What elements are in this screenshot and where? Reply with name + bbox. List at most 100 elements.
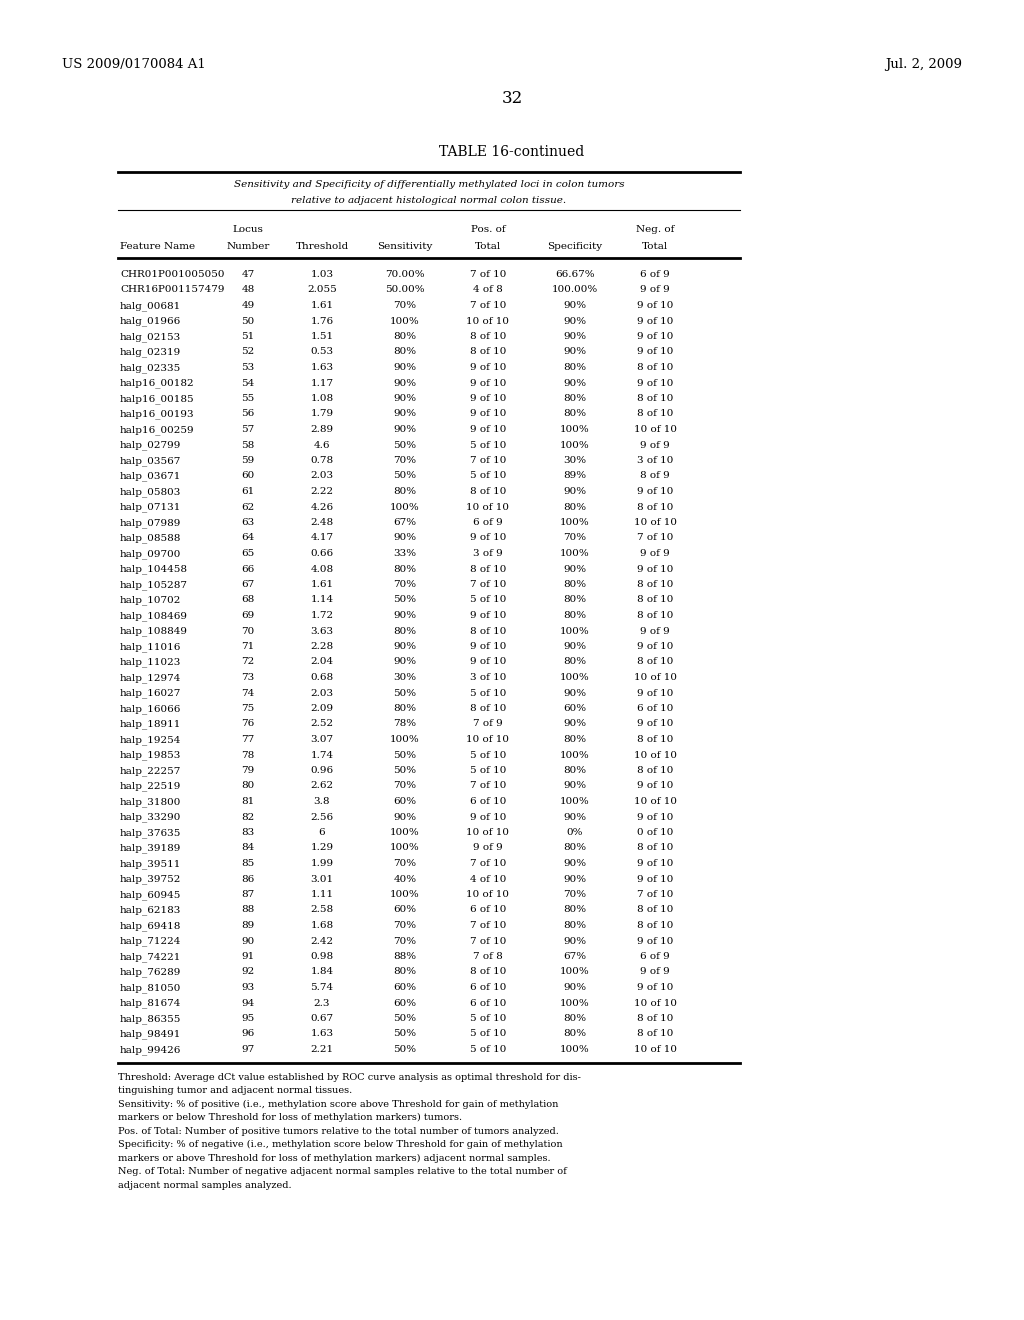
- Text: 90%: 90%: [563, 333, 587, 341]
- Text: CHR16P001157479: CHR16P001157479: [120, 285, 224, 294]
- Text: 60%: 60%: [563, 704, 587, 713]
- Text: 90%: 90%: [393, 657, 417, 667]
- Text: CHR01P001005050: CHR01P001005050: [120, 271, 224, 279]
- Text: 7 of 10: 7 of 10: [637, 533, 673, 543]
- Text: 60%: 60%: [393, 998, 417, 1007]
- Text: 8 of 10: 8 of 10: [637, 843, 673, 853]
- Text: 32: 32: [502, 90, 522, 107]
- Text: 70%: 70%: [393, 579, 417, 589]
- Text: Sensitivity: % of positive (i.e., methylation score above Threshold for gain of : Sensitivity: % of positive (i.e., methyl…: [118, 1100, 558, 1109]
- Text: 80%: 80%: [563, 393, 587, 403]
- Text: halp_22257: halp_22257: [120, 766, 181, 776]
- Text: 70.00%: 70.00%: [385, 271, 425, 279]
- Text: 10 of 10: 10 of 10: [467, 735, 510, 744]
- Text: 90%: 90%: [563, 936, 587, 945]
- Text: 9 of 10: 9 of 10: [470, 409, 506, 418]
- Text: 82: 82: [242, 813, 255, 821]
- Text: 9 of 10: 9 of 10: [637, 565, 673, 573]
- Text: 8 of 10: 8 of 10: [637, 595, 673, 605]
- Text: halp_39752: halp_39752: [120, 874, 181, 884]
- Text: 47: 47: [242, 271, 255, 279]
- Text: 90%: 90%: [563, 813, 587, 821]
- Text: 62: 62: [242, 503, 255, 511]
- Text: 9 of 10: 9 of 10: [637, 487, 673, 496]
- Text: 90%: 90%: [563, 983, 587, 993]
- Text: halp16_00182: halp16_00182: [120, 379, 195, 388]
- Text: 90%: 90%: [563, 781, 587, 791]
- Text: 10 of 10: 10 of 10: [467, 317, 510, 326]
- Text: 30%: 30%: [563, 455, 587, 465]
- Text: 80%: 80%: [393, 627, 417, 635]
- Text: 1.03: 1.03: [310, 271, 334, 279]
- Text: 78: 78: [242, 751, 255, 759]
- Text: 100%: 100%: [390, 735, 420, 744]
- Text: 6 of 9: 6 of 9: [640, 952, 670, 961]
- Text: 2.62: 2.62: [310, 781, 334, 791]
- Text: halp_99426: halp_99426: [120, 1045, 181, 1055]
- Text: 9 of 10: 9 of 10: [637, 719, 673, 729]
- Text: 88: 88: [242, 906, 255, 915]
- Text: 80%: 80%: [393, 565, 417, 573]
- Text: 10 of 10: 10 of 10: [467, 890, 510, 899]
- Text: 2.48: 2.48: [310, 517, 334, 527]
- Text: 5 of 10: 5 of 10: [470, 766, 506, 775]
- Text: 100%: 100%: [560, 517, 590, 527]
- Text: 5 of 10: 5 of 10: [470, 1045, 506, 1053]
- Text: 52: 52: [242, 347, 255, 356]
- Text: 10 of 10: 10 of 10: [634, 517, 677, 527]
- Text: 90%: 90%: [563, 487, 587, 496]
- Text: 30%: 30%: [393, 673, 417, 682]
- Text: 9 of 10: 9 of 10: [470, 533, 506, 543]
- Text: 50%: 50%: [393, 595, 417, 605]
- Text: 50%: 50%: [393, 751, 417, 759]
- Text: 8 of 10: 8 of 10: [637, 735, 673, 744]
- Text: 1.11: 1.11: [310, 890, 334, 899]
- Text: halp_16066: halp_16066: [120, 704, 181, 714]
- Text: 70%: 70%: [393, 921, 417, 931]
- Text: 94: 94: [242, 998, 255, 1007]
- Text: 10 of 10: 10 of 10: [634, 998, 677, 1007]
- Text: 7 of 8: 7 of 8: [473, 952, 503, 961]
- Text: 90%: 90%: [563, 859, 587, 869]
- Text: Neg. of: Neg. of: [636, 224, 674, 234]
- Text: 100%: 100%: [560, 751, 590, 759]
- Text: 9 of 10: 9 of 10: [637, 642, 673, 651]
- Text: 73: 73: [242, 673, 255, 682]
- Text: halp_69418: halp_69418: [120, 921, 181, 931]
- Text: 80%: 80%: [393, 968, 417, 977]
- Text: 88%: 88%: [393, 952, 417, 961]
- Text: halp_11016: halp_11016: [120, 642, 181, 652]
- Text: Jul. 2, 2009: Jul. 2, 2009: [885, 58, 962, 71]
- Text: halp_12974: halp_12974: [120, 673, 181, 682]
- Text: 2.22: 2.22: [310, 487, 334, 496]
- Text: 1.17: 1.17: [310, 379, 334, 388]
- Text: relative to adjacent histological normal colon tissue.: relative to adjacent histological normal…: [292, 195, 566, 205]
- Text: 2.56: 2.56: [310, 813, 334, 821]
- Text: 33%: 33%: [393, 549, 417, 558]
- Text: Neg. of Total: Number of negative adjacent normal samples relative to the total : Neg. of Total: Number of negative adjace…: [118, 1167, 566, 1176]
- Text: 6 of 10: 6 of 10: [470, 906, 506, 915]
- Text: 90%: 90%: [393, 642, 417, 651]
- Text: 9 of 9: 9 of 9: [640, 285, 670, 294]
- Text: 2.055: 2.055: [307, 285, 337, 294]
- Text: 93: 93: [242, 983, 255, 993]
- Text: 3.07: 3.07: [310, 735, 334, 744]
- Text: 10 of 10: 10 of 10: [467, 828, 510, 837]
- Text: 40%: 40%: [393, 874, 417, 883]
- Text: 8 of 10: 8 of 10: [637, 766, 673, 775]
- Text: 100%: 100%: [560, 425, 590, 434]
- Text: halp_03671: halp_03671: [120, 471, 181, 482]
- Text: 0.66: 0.66: [310, 549, 334, 558]
- Text: 75: 75: [242, 704, 255, 713]
- Text: 0.53: 0.53: [310, 347, 334, 356]
- Text: 80%: 80%: [563, 657, 587, 667]
- Text: 10 of 10: 10 of 10: [634, 797, 677, 807]
- Text: 0.98: 0.98: [310, 952, 334, 961]
- Text: 9 of 10: 9 of 10: [470, 657, 506, 667]
- Text: 50%: 50%: [393, 471, 417, 480]
- Text: 9 of 10: 9 of 10: [470, 813, 506, 821]
- Text: 90%: 90%: [393, 379, 417, 388]
- Text: 2.03: 2.03: [310, 689, 334, 697]
- Text: 7 of 9: 7 of 9: [473, 719, 503, 729]
- Text: 77: 77: [242, 735, 255, 744]
